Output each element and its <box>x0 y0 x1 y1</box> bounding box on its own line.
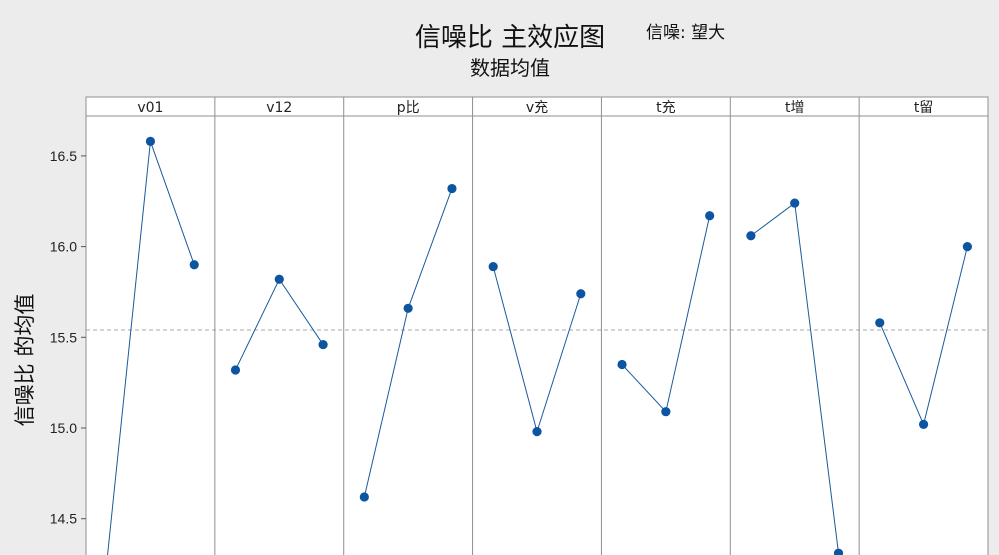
data-point-p比-3 <box>447 183 457 194</box>
data-point-t留-3 <box>962 242 972 252</box>
data-point-t增-2 <box>790 198 800 208</box>
data-point-t留-1 <box>875 318 885 328</box>
data-point-v12-2 <box>274 274 284 284</box>
panel-label-v充: v充 <box>526 100 548 116</box>
plot-background <box>86 116 988 555</box>
y-tick-label: 16.5 <box>50 148 77 164</box>
chart-title: 信噪比 主效应图 <box>415 23 605 53</box>
signal-noise-type-note: 信噪: 望大 <box>646 23 725 43</box>
data-point-v01-2 <box>145 136 156 146</box>
data-point-t充-3 <box>705 211 715 221</box>
panel-label-t充: t充 <box>656 100 676 116</box>
panel-label-v01: v01 <box>137 100 163 116</box>
data-point-t增-1 <box>746 231 756 241</box>
data-point-v充-3 <box>576 289 586 299</box>
data-point-p比-2 <box>403 303 413 313</box>
chart-subtitle: 数据均值 <box>470 56 550 80</box>
y-tick-label: 14.5 <box>50 511 77 527</box>
plot-area: 14.5 15.0 15.5 16.0 16.5 v01 v12 p比 v充 t充 t增 t留 <box>50 96 989 555</box>
panel-label-t增: t增 <box>785 100 805 116</box>
data-point-t增-3 <box>833 548 844 555</box>
panel-label-p比: p比 <box>397 100 420 116</box>
data-point-v12-1 <box>230 365 241 375</box>
panel-label-t留: t留 <box>914 100 934 116</box>
panel-label-v12: v12 <box>266 100 292 116</box>
data-point-v充-1 <box>488 261 498 272</box>
data-point-t充-1 <box>617 359 627 370</box>
data-point-p比-1 <box>359 492 369 502</box>
y-tick-label: 15.0 <box>50 420 77 436</box>
data-point-t留-2 <box>918 419 929 429</box>
y-tick-label: 16.0 <box>50 239 77 255</box>
data-point-v01-3 <box>189 260 199 270</box>
data-point-v充-2 <box>532 427 542 437</box>
data-point-v12-3 <box>318 339 328 350</box>
y-axis-label: 信噪比 的均值 <box>13 294 37 427</box>
y-tick-label: 15.5 <box>50 329 77 345</box>
data-point-t充-2 <box>661 407 671 417</box>
